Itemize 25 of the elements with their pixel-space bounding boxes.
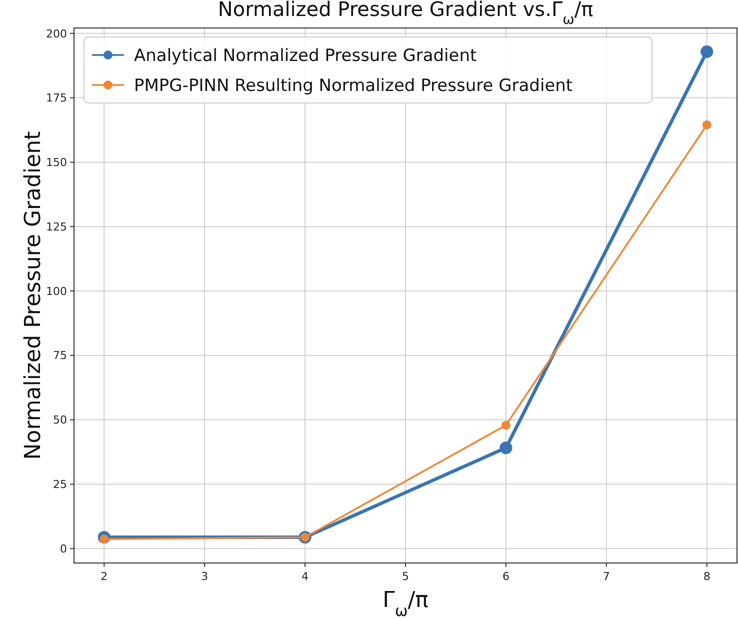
y-tick-label: 75 (53, 349, 67, 362)
chart-title: Normalized Pressure Gradient vs.Γ$_{ω}$/π (218, 0, 594, 28)
y-tick-label: 25 (53, 478, 67, 492)
y-tick-label: 150 (46, 156, 67, 170)
point (501, 420, 510, 430)
x-tick-label: 3 (201, 570, 208, 583)
y-tick-label: 175 (46, 92, 67, 105)
x-tick-label: 8 (703, 570, 710, 583)
x-tick-label: 5 (402, 570, 409, 583)
legend-label: Analytical Normalized Pressure Gradient (134, 46, 478, 66)
point (700, 45, 714, 58)
legend-label: PMPG-PINN Resulting Normalized Pressure Gradient (134, 76, 573, 96)
x-tick-label: 4 (302, 570, 309, 583)
x-tick-label: 6 (502, 570, 510, 583)
y-tick-label: 50 (53, 414, 67, 427)
y-tick-label: 125 (46, 220, 67, 234)
x-tick-label: 2 (100, 570, 108, 583)
x-tick-label: 7 (602, 570, 610, 583)
y-axis-title: Normalized Pressure Gradient (21, 130, 46, 460)
point (702, 120, 712, 130)
y-tick-label: 0 (60, 542, 67, 556)
y-tick-label: 100 (46, 284, 67, 298)
x-axis-title: Γ$_{ω}$/π (382, 588, 428, 619)
y-tick-label: 200 (46, 27, 67, 40)
point (500, 442, 512, 454)
